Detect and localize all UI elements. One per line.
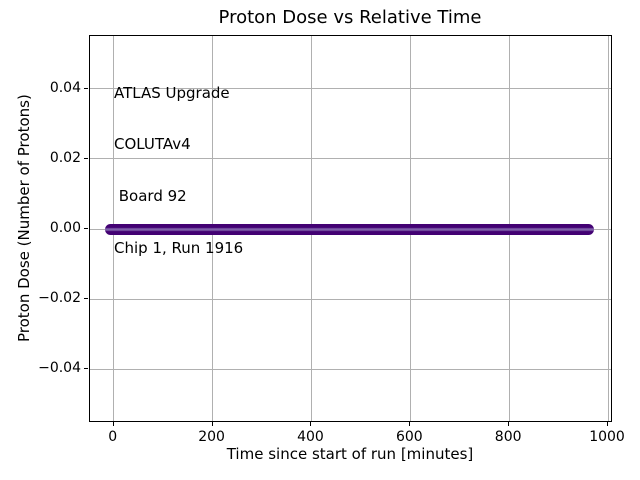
x-tick-label-600: 600: [395, 429, 423, 445]
annotation-line-1: ATLAS Upgrade: [114, 83, 230, 102]
x-tick-1000: [607, 422, 609, 426]
chart-title: Proton Dose vs Relative Time: [218, 7, 482, 28]
annotation-line-2: COLUTAv4: [114, 135, 191, 154]
plot-area: ATLAS Upgrade COLUTAv4 Board 92 Chip 1, …: [89, 35, 612, 422]
y-tick-label-0.02: 0.02: [49, 149, 81, 166]
x-tick-0: [112, 422, 114, 426]
y-gridline-0.04: [90, 88, 611, 90]
x-tick-label-1000: 1000: [589, 429, 625, 445]
y-gridline--0.02: [90, 298, 611, 300]
y-gridline-0.02: [90, 158, 611, 160]
plot-grid-region: ATLAS Upgrade COLUTAv4 Board 92 Chip 1, …: [90, 36, 611, 421]
x-tick-label-400: 400: [297, 429, 324, 445]
y-gridline--0.04: [90, 368, 611, 370]
x-tick-label-800: 800: [494, 429, 522, 445]
x-tick-200: [211, 422, 213, 426]
y-tick-label--0.04: −0.04: [38, 360, 81, 377]
y-tick--0.04: [84, 368, 88, 370]
x-axis-label: Time since start of run [minutes]: [226, 445, 474, 463]
y-tick-0.04: [84, 87, 88, 89]
x-tick-400: [310, 422, 312, 426]
data-series-band: [105, 223, 594, 235]
x-tick-800: [508, 422, 510, 426]
x-tick-label-0: 0: [108, 429, 118, 445]
annotation-line-4: Chip 1, Run 1916: [114, 239, 244, 258]
annotation-text-block: ATLAS Upgrade COLUTAv4 Board 92 Chip 1, …: [114, 50, 243, 292]
y-tick-label--0.02: −0.02: [38, 290, 81, 307]
x-tick-label-200: 200: [198, 429, 225, 445]
x-tick-600: [409, 422, 411, 426]
y-tick-0.02: [84, 157, 88, 159]
y-tick--0.02: [84, 298, 88, 300]
y-tick-0: [84, 228, 88, 229]
y-tick-label-0: 0.00: [49, 220, 81, 236]
annotation-line-3: Board 92: [114, 187, 187, 206]
y-tick-label-0.04: 0.04: [49, 79, 81, 96]
